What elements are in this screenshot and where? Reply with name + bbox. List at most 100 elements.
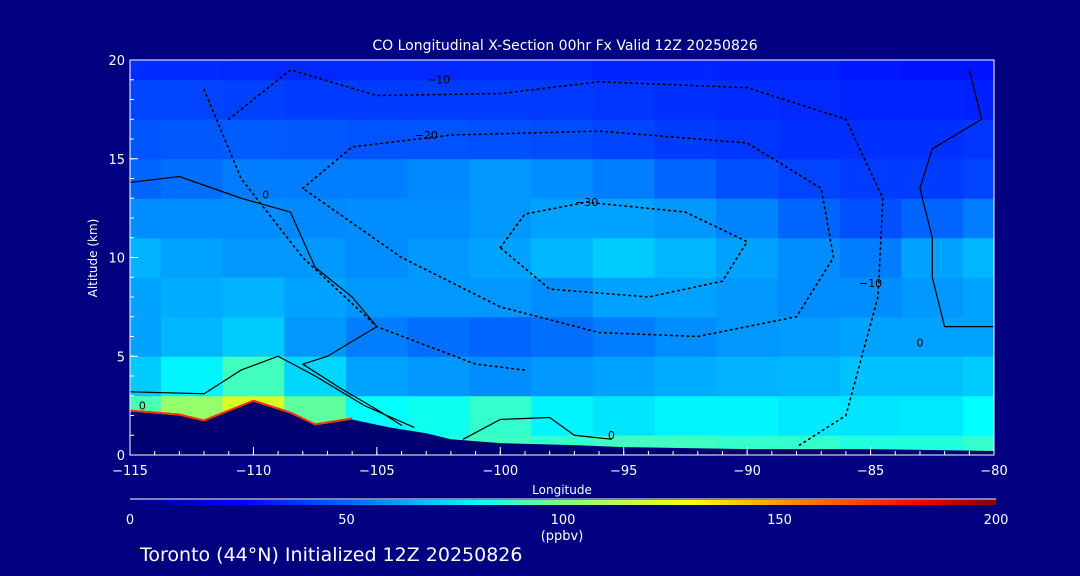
heatmap-cell [407,395,470,436]
heatmap-cell [839,356,902,397]
heatmap-cell [531,60,594,81]
heatmap-cell [839,119,902,160]
heatmap-cell [531,356,594,397]
heatmap-cell [901,316,964,357]
heatmap-cell [778,316,841,357]
heatmap-cell [963,395,995,436]
heatmap-cell [222,119,285,160]
x-tick-label: −80 [980,464,1007,479]
heatmap-cell [346,60,409,81]
contour-line [129,355,415,428]
heatmap-cell [469,198,532,239]
heatmap-cell [839,60,902,81]
heatmap-cell [778,395,841,436]
heatmap-cell [222,79,285,120]
heatmap-cell [222,277,285,318]
heatmap-cell [346,316,409,357]
heatmap-cell [130,316,162,357]
heatmap-cell [963,119,995,160]
heatmap-cell [130,198,162,239]
y-tick-label: 5 [117,350,125,365]
contour-line [203,88,526,371]
heatmap-cell [284,60,347,81]
heatmap-cell [531,237,594,278]
heatmap-cell [284,198,347,239]
heatmap-cell [963,237,995,278]
heatmap-cell [407,79,470,120]
contour-line [499,201,749,298]
x-axis-label: Longitude [532,483,592,497]
heatmap-cell [130,119,162,160]
heatmap-cell [160,158,224,199]
heatmap-cell [778,79,841,120]
heatmap-cell [407,237,470,278]
colorbar-tick-label: 150 [767,513,792,528]
heatmap-cell [222,316,285,357]
heatmap-cell [346,119,409,160]
x-tick-label: −95 [610,464,637,479]
contour-line [919,69,995,328]
contour-line [302,130,835,338]
heatmap-cell [469,79,532,120]
heatmap-cell [778,277,841,318]
heatmap-cell [901,119,964,160]
heatmap-cell [778,356,841,397]
heatmap-cell [284,79,347,120]
heatmap-cell [346,198,409,239]
heatmap-cell [531,198,594,239]
heatmap-cell [160,237,224,278]
heatmap-cell [778,237,841,278]
heatmap-cell [963,60,995,81]
heatmap-cell [901,277,964,318]
heatmap-cell [469,395,532,436]
contour-label: 0 [139,400,146,413]
x-tick-label: −100 [482,464,518,479]
heatmap-cell [716,395,779,436]
heatmap-cell [469,158,532,199]
heatmap-cell [284,316,347,357]
heatmap-cell [222,237,285,278]
heatmap-cell [654,79,717,120]
contour-line [227,68,884,448]
contour-line [129,175,403,426]
heatmap-cell [222,60,285,81]
heatmap-cell [654,237,717,278]
heatmap-cell [407,60,470,81]
heatmap-cell [284,277,347,318]
contour-label: −10 [427,74,450,87]
heatmap-cell [963,79,995,120]
heatmap-cell [839,158,902,199]
heatmap-cell [839,79,902,120]
heatmap-cell [469,277,532,318]
heatmap-cell [592,277,656,318]
contour-label: 0 [608,429,615,442]
heatmap-cell [654,277,717,318]
heatmap-cell [160,316,224,357]
colorbar-tick-label: 200 [984,513,1009,528]
contour-line [462,416,612,440]
heatmap-cell [346,158,409,199]
heatmap-cell [346,277,409,318]
heatmap-cell [901,158,964,199]
y-tick-label: 0 [117,449,125,464]
heatmap-cell [716,237,779,278]
heatmap-cell [592,316,656,357]
heatmap-cell [469,119,532,160]
colorbar-tick-label: 100 [551,513,576,528]
heatmap-cell [531,79,594,120]
heatmap-cell [839,237,902,278]
heatmap-cell [284,158,347,199]
heatmap-cell [778,198,841,239]
heatmap-cell [130,356,162,397]
heatmap-cell [469,237,532,278]
heatmap-cell [160,60,224,81]
heatmap-cell [222,198,285,239]
x-tick-label: −85 [857,464,884,479]
heatmap-cell [716,316,779,357]
heatmap-cell [346,356,409,397]
heatmap-cell [284,237,347,278]
y-axis-label: Altitude (km) [86,219,100,298]
heatmap-cell [716,119,779,160]
heatmap-cell [346,79,409,120]
